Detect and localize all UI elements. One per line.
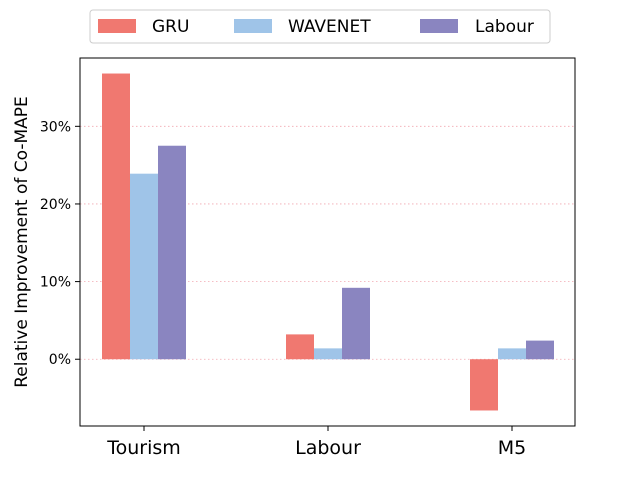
bar-gru-labour [286, 334, 314, 360]
legend-label-gru: GRU [152, 17, 189, 37]
bar-labour-m5 [526, 340, 554, 360]
bars [102, 73, 554, 411]
y-axis-label: Relative Improvement of Co-MAPE [12, 96, 32, 388]
x-axis-ticks: Tourism Labour M5 [106, 426, 526, 459]
legend: GRU WAVENET Labour [89, 9, 551, 44]
y-tick-label: 30% [40, 119, 71, 135]
legend-swatch-gru [98, 19, 136, 33]
bar-gru-tourism [102, 73, 130, 360]
bar-labour-labour [342, 287, 370, 360]
bar-labour-tourism [158, 145, 186, 360]
x-tick-label-labour: Labour [295, 437, 361, 459]
legend-box [89, 9, 551, 44]
y-tick-label: 20% [40, 197, 71, 213]
x-tick-label-tourism: Tourism [106, 437, 181, 459]
x-tick-label-m5: M5 [498, 437, 526, 459]
bar-wavenet-tourism [130, 173, 158, 360]
bar-wavenet-m5 [498, 348, 526, 360]
y-axis-ticks: 0% 10% 20% 30% [40, 119, 80, 368]
legend-swatch-labour [420, 19, 458, 33]
legend-label-labour: Labour [475, 17, 534, 37]
legend-label-wavenet: WAVENET [288, 17, 371, 37]
legend-swatch-wavenet [234, 19, 272, 33]
bar-gru-m5 [470, 359, 498, 411]
y-tick-label: 10% [40, 275, 71, 291]
bar-wavenet-labour [314, 348, 342, 360]
y-tick-label: 0% [49, 352, 71, 368]
